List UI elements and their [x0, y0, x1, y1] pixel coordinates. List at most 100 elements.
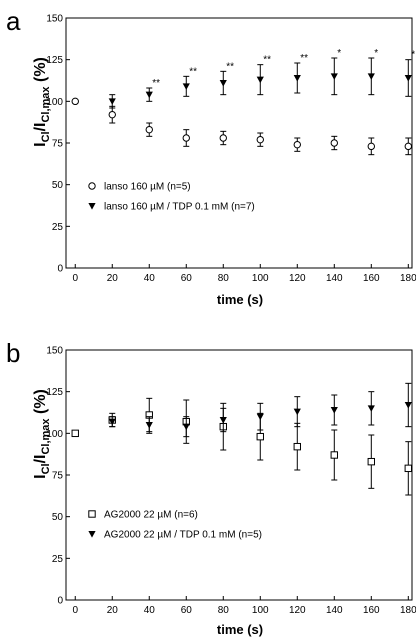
panel-b-x-tick-label: 80 — [218, 605, 230, 616]
panel-a-x-tick-label: 20 — [107, 273, 119, 284]
panel-a-y-axis-title-sub1: Cl — [40, 131, 52, 142]
panel-b-x-tick-label: 140 — [326, 605, 343, 616]
panel-a-data-point — [367, 73, 375, 80]
panel-b-x-tick-label: 60 — [181, 605, 193, 616]
panel-a-y-axis-title-sub2: Cl,max — [40, 86, 52, 123]
panel-b-data-point — [330, 451, 338, 459]
panel-a-significance-label: * — [337, 48, 341, 59]
panel-a-y-tick-label: 150 — [46, 14, 63, 25]
panel-a-significance-label: ** — [263, 55, 271, 66]
panel-a-data-point — [108, 98, 116, 105]
panel-a-series-1 — [71, 97, 412, 156]
panel-b-x-tick-label: 40 — [144, 605, 156, 616]
panel-b-y-tick-label: 150 — [46, 346, 63, 357]
panel-a-data-point — [330, 139, 338, 147]
panel-a-y-tick-label: 50 — [52, 180, 64, 191]
panel-a-legend-label-1: lanso 160 µM (n=5) — [104, 182, 191, 193]
panel-b-data-point — [293, 442, 301, 451]
panel-a-x-tick-label: 160 — [363, 273, 380, 284]
panel-a-x-tick-label: 140 — [326, 273, 343, 284]
panel-a-plot-frame — [65, 17, 413, 269]
panel-b-data-point — [404, 402, 412, 409]
panel-b-x-tick-label: 180 — [400, 605, 416, 616]
panel-b-y-axis-title-unit: (%) — [32, 389, 49, 418]
panel-b-y-tick-label: 75 — [52, 471, 64, 482]
panel-b-legend-marker-2 — [88, 531, 96, 538]
panel-b: b ICl/ICl,max (%) time (s) 0 25 50 75 100 125… — [6, 338, 416, 637]
panel-a: a ICl/ICl,max (%) time (s) 0 25 50 75 100 125… — [6, 6, 416, 307]
panel-b-y-tick-label: 50 — [52, 512, 64, 523]
panel-a-x-tick-label: 80 — [218, 273, 230, 284]
panel-b-data-point — [182, 423, 190, 431]
panel-a-y-axis-title: ICl/ICl,max (%) — [32, 57, 52, 147]
panel-a-data-point — [404, 142, 412, 151]
panel-b-data-point — [256, 432, 264, 441]
panel-b-y-axis-title-slash: /I — [32, 455, 49, 464]
panel-b-legend-label-1: AG2000 22 µM (n=6) — [104, 510, 198, 521]
panel-b-x-tick-label: 0 — [72, 605, 78, 616]
panel-a-significance-label: ** — [189, 66, 197, 77]
panel-b-data-point — [71, 429, 79, 438]
panel-b-series-1 — [71, 397, 412, 496]
panel-b-x-tick-label: 120 — [289, 605, 306, 616]
panel-a-legend-marker-1 — [88, 182, 96, 190]
panel-a-legend-label-2: lanso 160 µM / TDP 0.1 mM (n=7) — [104, 202, 255, 213]
panel-a-data-point — [256, 135, 264, 144]
panel-a-data-point — [182, 134, 190, 142]
panel-a-y-tick-label: 25 — [52, 222, 64, 233]
panel-a-data-point — [293, 140, 301, 149]
panel-b-legend-label-2: AG2000 22 µM / TDP 0.1 mM (n=5) — [104, 530, 262, 541]
panel-b-data-point — [219, 417, 227, 424]
panel-a-y-axis-title-slash: /I — [32, 123, 49, 132]
panel-b-data-point — [145, 422, 153, 429]
panel-a-data-point — [256, 76, 264, 84]
panel-a-legend-marker-2 — [88, 203, 96, 210]
panel-b-x-axis-title: time (s) — [217, 622, 263, 637]
panel-b-data-point — [367, 457, 375, 466]
panel-a-data-point — [219, 80, 227, 87]
panel-b-data-point — [293, 408, 301, 416]
panel-a-data-point — [145, 91, 153, 99]
panel-b-series-2 — [108, 382, 412, 438]
panel-b-legend-marker-1 — [88, 510, 96, 518]
panel-a-significance-label: ** — [300, 53, 308, 64]
panel-a-data-point — [367, 142, 375, 151]
panel-b-y-tick-label: 25 — [52, 554, 64, 565]
panel-b-letter: b — [6, 338, 20, 368]
panel-a-significance-label: ** — [226, 61, 234, 72]
panel-a-data-point — [219, 134, 227, 142]
panel-a-data-point — [71, 97, 79, 106]
panel-b-y-axis-title: ICl/ICl,max (%) — [32, 389, 52, 479]
panel-a-x-tick-label: 120 — [289, 273, 306, 284]
panel-a-data-point — [108, 110, 116, 119]
panel-b-x-tick-label: 100 — [252, 605, 269, 616]
panel-a-x-tick-label: 180 — [400, 273, 416, 284]
panel-b-plot-frame — [65, 349, 413, 601]
panel-a-y-tick-label: 100 — [46, 97, 63, 108]
panel-a-significance-label: * — [411, 50, 415, 61]
panel-b-data-point — [330, 407, 338, 414]
panel-a-y-tick-label: 125 — [46, 55, 63, 66]
panel-a-x-tick-label: 60 — [181, 273, 193, 284]
panel-a-data-point — [330, 73, 338, 80]
panel-a-data-point — [293, 75, 301, 82]
panel-b-data-point — [404, 464, 412, 473]
panel-a-series-2 — [108, 57, 412, 109]
panel-b-x-tick-label: 160 — [363, 605, 380, 616]
panel-a-significance-label: ** — [152, 78, 160, 89]
panel-a-x-tick-label: 100 — [252, 273, 269, 284]
panel-b-y-tick-label: 125 — [46, 387, 63, 398]
panel-a-data-point — [145, 125, 153, 134]
panel-b-data-point — [108, 418, 116, 426]
panel-a-letter: a — [6, 6, 21, 36]
panel-b-y-axis-title-sub1: Cl — [40, 463, 52, 474]
panel-a-data-point — [182, 83, 190, 90]
panel-b-data-point — [367, 405, 375, 412]
panel-a-significance-label: * — [374, 48, 378, 59]
panel-a-y-tick-label: 75 — [52, 139, 64, 150]
panel-b-data-point — [256, 413, 264, 421]
panel-b-y-axis-title-sub2: Cl,max — [40, 418, 52, 455]
panel-a-y-tick-label: 0 — [57, 264, 63, 275]
panel-b-y-tick-label: 0 — [57, 596, 63, 607]
